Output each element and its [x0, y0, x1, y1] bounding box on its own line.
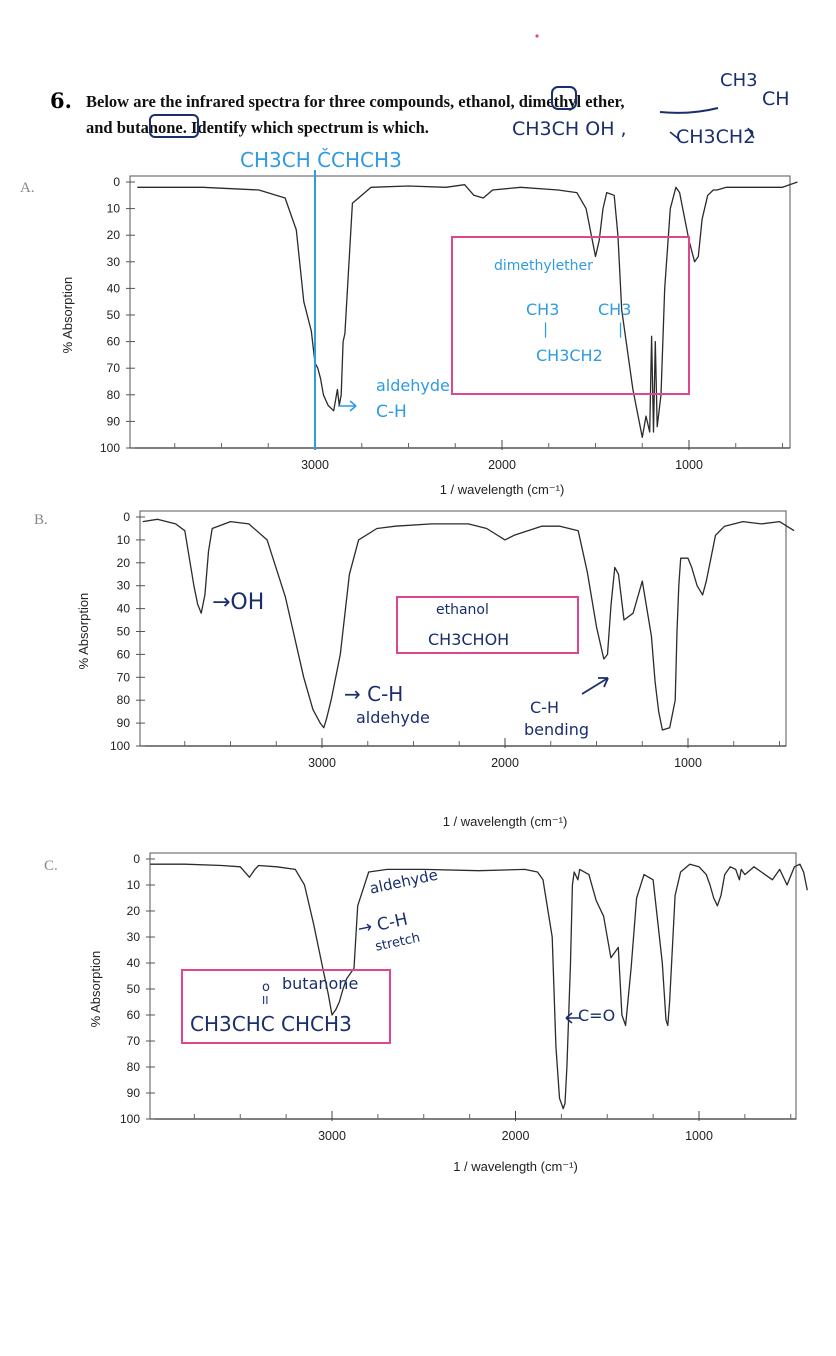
panel-b-box-title: ethanol: [436, 602, 489, 618]
panel-c-co-arrow: [565, 1012, 580, 1024]
y-tick-label: 50: [117, 625, 131, 639]
panel-b-oh-note: →OH: [212, 590, 265, 615]
question-line-2: and butanone. Identify which spectrum is…: [86, 118, 429, 137]
y-tick-label: 60: [117, 647, 131, 661]
panel-a-box-bond-left: |: [543, 320, 549, 338]
note-ether-formula: CH3CH2: [676, 126, 756, 148]
x-tick-label: 2000: [488, 458, 516, 472]
spectrum-b: 0 10 20 30 40 50 60 70 80 90 100 3000 2000 1000 1 / wa…: [76, 510, 795, 829]
y-tick-label: 30: [127, 930, 141, 944]
panel-b-answer-box: [396, 596, 579, 654]
y-tick-label: 80: [117, 693, 131, 707]
x-tick-label: 3000: [318, 1129, 346, 1143]
spectrum-a: 0 10 20 30 40 50 60 70 80 90 100 3000 2000 1000 1 / wa…: [60, 170, 798, 497]
y-axis-label: % Absorption: [76, 593, 91, 670]
y-tick-label: 0: [133, 852, 140, 866]
y-tick-label: 70: [107, 361, 121, 375]
x-tick-label: 3000: [308, 756, 336, 770]
y-tick-label: 90: [127, 1086, 141, 1100]
butanone-circle-mark: [149, 114, 199, 138]
y-tick-label: 20: [127, 904, 141, 918]
note-ch3: CH3: [720, 70, 758, 91]
panel-c-letter: C.: [44, 858, 58, 874]
spectrum-c: 0 10 20 30 40 50 60 70 80 90 100 3000 2000 1000 1 / wa…: [88, 852, 808, 1174]
y-tick-label: 70: [127, 1034, 141, 1048]
y-tick-label: 100: [110, 739, 130, 753]
y-tick-label: 0: [113, 175, 120, 189]
y-tick-label: 90: [107, 414, 121, 428]
y-tick-label: 40: [127, 956, 141, 970]
ether-underline: [659, 107, 719, 114]
panel-a-box-ch3-left: CH3: [526, 300, 560, 319]
x-tick-label: 2000: [502, 1129, 530, 1143]
x-axis-label: 1 / wavelength (cm⁻¹): [453, 1159, 578, 1174]
y-axis-label: % Absorption: [60, 277, 75, 354]
panel-b-aldehyde-note: aldehyde: [356, 708, 430, 727]
x-axis-label: 1 / wavelength (cm⁻¹): [443, 814, 568, 829]
note-ch: CH: [762, 88, 790, 110]
panel-c-box-double-bond: II: [262, 994, 269, 1007]
y-tick-label: 30: [107, 255, 121, 269]
panel-b-bend-arrow: [581, 677, 609, 695]
y-tick-label: 0: [123, 510, 130, 524]
y-tick-label: 20: [107, 228, 121, 242]
panel-c-box-o: o: [262, 980, 270, 995]
y-tick-label: 40: [117, 602, 131, 616]
y-tick-label: 100: [120, 1112, 140, 1126]
panel-a-answer-box: [451, 236, 690, 395]
panel-a-box-ch3-right: CH3: [598, 300, 632, 319]
spectrum-line-b: [142, 518, 795, 731]
x-tick-label: 1000: [674, 756, 702, 770]
x-tick-label: 3000: [301, 458, 329, 472]
y-tick-label: 100: [100, 441, 120, 455]
panel-a-box-bottom: CH3CH2: [536, 346, 603, 365]
y-tick-label: 60: [127, 1008, 141, 1022]
x-tick-label: 1000: [675, 458, 703, 472]
y-tick-label: 80: [107, 388, 121, 402]
aldehyde-arrow: [338, 400, 357, 412]
y-tick-label: 60: [107, 335, 121, 349]
y-tick-label: 10: [127, 878, 141, 892]
x-tick-label: 2000: [491, 756, 519, 770]
panel-b-box-formula: CH3CHOH: [428, 630, 510, 649]
panel-c-co-note: C=O: [578, 1006, 616, 1025]
y-axis-label: % Absorption: [88, 951, 103, 1028]
spectrum-line-c: [150, 863, 808, 1110]
y-tick-label: 50: [127, 982, 141, 996]
panel-c-box-formula: CH3CHC CHCH3: [190, 1012, 352, 1036]
panel-a-box-title: dimethylether: [494, 258, 593, 274]
y-tick-label: 90: [117, 716, 131, 730]
panel-c-box-name: butanone: [282, 974, 359, 993]
y-tick-label: 10: [107, 202, 121, 216]
panel-c-answer-box: [181, 969, 391, 1044]
panel-a-letter: A.: [20, 180, 35, 196]
stray-dot: [535, 34, 539, 38]
panel-b-bend-word: bending: [524, 720, 590, 739]
x-tick-label: 1000: [685, 1129, 713, 1143]
y-tick-label: 30: [117, 579, 131, 593]
y-tick-label: 70: [117, 670, 131, 684]
panel-b-bend-ch: C-H: [530, 698, 559, 717]
panel-a-ch-note: C-H: [376, 402, 407, 422]
question-number: 6.: [50, 88, 72, 113]
y-tick-label: 50: [107, 308, 121, 322]
spectrum-line-a: [137, 181, 798, 439]
panel-a-box-bond-right: |: [618, 320, 624, 338]
y-tick-label: 20: [117, 556, 131, 570]
x-axis-label: 1 / wavelength (cm⁻¹): [440, 482, 565, 497]
y-tick-label: 80: [127, 1060, 141, 1074]
panel-b-letter: B.: [34, 512, 48, 528]
panel-b-ch-note: → C-H: [344, 682, 404, 706]
panel-a-structure: CH3CH ČCHCH3: [240, 148, 402, 172]
panel-a-aldehyde-note: aldehyde: [376, 376, 450, 395]
y-tick-label: 10: [117, 533, 131, 547]
y-tick-label: 40: [107, 281, 121, 295]
note-ethanol-formula: CH3CH OH ,: [512, 118, 627, 140]
header-ink-marks: [149, 34, 755, 141]
ethanol-circle-mark: [551, 86, 577, 110]
ether-bond-marks: [669, 127, 755, 141]
question-line-1: Below are the infrared spectra for three…: [86, 92, 625, 111]
